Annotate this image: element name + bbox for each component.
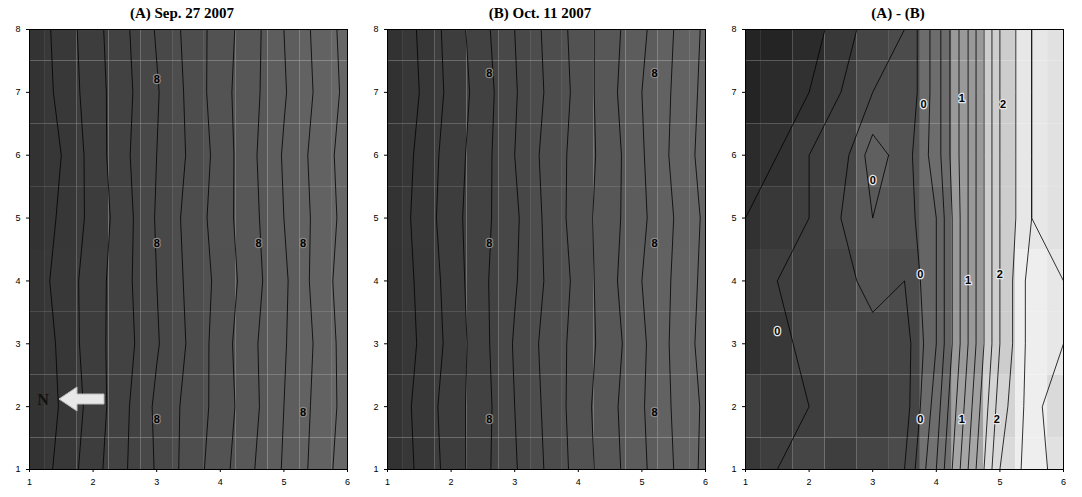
svg-text:5: 5 xyxy=(639,477,644,487)
svg-text:4: 4 xyxy=(731,276,736,286)
svg-text:8: 8 xyxy=(15,24,20,34)
svg-text:5: 5 xyxy=(15,213,20,223)
html-text:(A) Sep. 27 2007: (A) Sep. 27 2007 xyxy=(129,5,235,21)
svg-text:0: 0 xyxy=(917,268,923,280)
svg-text:1: 1 xyxy=(731,464,736,474)
svg-text:4: 4 xyxy=(576,477,581,487)
svg-text:8: 8 xyxy=(154,413,160,425)
svg-text:3: 3 xyxy=(512,477,517,487)
html-text:(B) Oct. 11 2007: (B) Oct. 11 2007 xyxy=(488,5,592,21)
svg-text:7: 7 xyxy=(731,87,736,97)
svg-text:8: 8 xyxy=(486,237,492,249)
svg-text:3: 3 xyxy=(15,339,20,349)
svg-text:8: 8 xyxy=(255,237,261,249)
svg-text:8: 8 xyxy=(300,237,306,249)
svg-text:3: 3 xyxy=(731,339,736,349)
svg-text:8: 8 xyxy=(154,237,160,249)
svg-text:4: 4 xyxy=(218,477,223,487)
svg-text:3: 3 xyxy=(870,477,875,487)
svg-text:2: 2 xyxy=(997,268,1003,280)
svg-text:5: 5 xyxy=(281,477,286,487)
svg-text:1: 1 xyxy=(743,477,748,487)
svg-text:8: 8 xyxy=(154,73,160,85)
svg-text:0: 0 xyxy=(774,325,780,337)
svg-text:6: 6 xyxy=(703,477,708,487)
svg-text:5: 5 xyxy=(373,213,378,223)
svg-text:6: 6 xyxy=(345,477,350,487)
svg-text:2: 2 xyxy=(994,413,1000,425)
svg-text:6: 6 xyxy=(731,150,736,160)
svg-text:4: 4 xyxy=(15,276,20,286)
svg-text:8: 8 xyxy=(486,413,492,425)
svg-text:8: 8 xyxy=(300,406,306,418)
svg-text:5: 5 xyxy=(997,477,1002,487)
svg-text:0: 0 xyxy=(921,98,927,110)
svg-text:1: 1 xyxy=(15,464,20,474)
svg-text:4: 4 xyxy=(373,276,378,286)
svg-text:7: 7 xyxy=(373,87,378,97)
svg-text:2: 2 xyxy=(91,477,96,487)
svg-text:6: 6 xyxy=(15,150,20,160)
svg-text:1: 1 xyxy=(385,477,390,487)
svg-text:1: 1 xyxy=(27,477,32,487)
svg-text:8: 8 xyxy=(731,24,736,34)
svg-text:1: 1 xyxy=(373,464,378,474)
svg-text:4: 4 xyxy=(934,477,939,487)
svg-text:0: 0 xyxy=(917,413,923,425)
svg-text:5: 5 xyxy=(731,213,736,223)
html-text:(A) - (B): (A) - (B) xyxy=(871,5,925,21)
svg-text:1: 1 xyxy=(959,92,965,104)
svg-text:2: 2 xyxy=(373,402,378,412)
svg-text:3: 3 xyxy=(154,477,159,487)
svg-text:3: 3 xyxy=(373,339,378,349)
svg-text:7: 7 xyxy=(15,87,20,97)
svg-text:8: 8 xyxy=(652,237,658,249)
svg-text:1: 1 xyxy=(959,413,965,425)
svg-text:8: 8 xyxy=(652,406,658,418)
svg-text:2: 2 xyxy=(449,477,454,487)
svg-text:0: 0 xyxy=(870,174,876,186)
svg-text:8: 8 xyxy=(652,67,658,79)
svg-text:6: 6 xyxy=(1061,477,1066,487)
svg-text:8: 8 xyxy=(486,67,492,79)
svg-text:2: 2 xyxy=(807,477,812,487)
svg-text:1: 1 xyxy=(965,274,971,286)
svg-text:N: N xyxy=(37,391,49,408)
svg-text:2: 2 xyxy=(731,402,736,412)
svg-text:2: 2 xyxy=(15,402,20,412)
svg-text:6: 6 xyxy=(373,150,378,160)
svg-text:8: 8 xyxy=(373,24,378,34)
svg-text:2: 2 xyxy=(1000,98,1006,110)
